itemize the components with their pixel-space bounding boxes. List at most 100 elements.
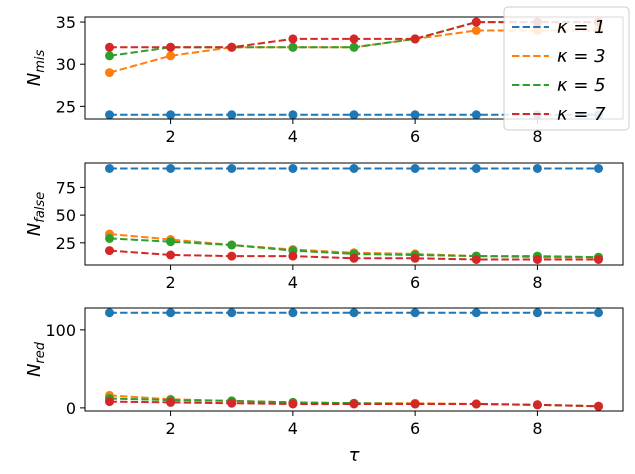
data-point bbox=[166, 42, 176, 52]
x-tick-label: 8 bbox=[532, 419, 542, 438]
data-point bbox=[532, 255, 542, 264]
data-point bbox=[288, 164, 298, 173]
data-point bbox=[166, 51, 176, 61]
data-point bbox=[349, 42, 359, 52]
subplot-2: 2 4 6 8 25 50 75 Nfalse bbox=[24, 162, 624, 292]
y-axis-label-subscript: false bbox=[33, 192, 48, 223]
data-point bbox=[349, 253, 359, 263]
subplot-1: 2 4 6 8 25 30 35 Nmis κ = 1 κ = 3 κ = 5 κ = 7 bbox=[24, 6, 630, 146]
data-point bbox=[288, 308, 298, 318]
data-point bbox=[410, 308, 420, 318]
data-point bbox=[288, 251, 298, 261]
data-point bbox=[594, 401, 603, 411]
data-point bbox=[349, 308, 359, 318]
legend-box bbox=[503, 6, 630, 131]
data-point bbox=[166, 110, 176, 120]
data-point bbox=[532, 164, 542, 173]
data-point bbox=[471, 110, 481, 120]
data-point bbox=[227, 110, 237, 120]
y-axis-label-base: N bbox=[24, 73, 45, 86]
data-point bbox=[471, 255, 481, 264]
data-point bbox=[227, 240, 237, 250]
y-tick-label: 100 bbox=[45, 321, 76, 340]
data-point bbox=[471, 26, 481, 35]
data-point bbox=[227, 164, 237, 173]
x-tick-label: 4 bbox=[288, 419, 298, 438]
data-point bbox=[227, 308, 237, 318]
data-point bbox=[166, 308, 176, 318]
data-point bbox=[105, 397, 114, 407]
x-axis-label: τ bbox=[349, 445, 360, 466]
x-tick-label: 4 bbox=[288, 273, 298, 292]
legend-label-4: κ = 7 bbox=[557, 104, 606, 125]
data-point bbox=[166, 250, 176, 260]
legend-label-2: κ = 3 bbox=[557, 46, 606, 67]
y-axis-label: Nred bbox=[24, 341, 48, 377]
data-point bbox=[288, 42, 298, 52]
data-point bbox=[471, 308, 481, 318]
y-tick-label: 35 bbox=[56, 13, 76, 32]
data-point bbox=[105, 233, 114, 243]
data-point bbox=[410, 164, 420, 173]
data-point bbox=[410, 399, 420, 409]
axes-frame bbox=[84, 307, 624, 412]
y-axis-label-subscript: red bbox=[33, 341, 48, 363]
y-tick-label: 0 bbox=[66, 399, 76, 418]
data-point bbox=[471, 17, 481, 27]
data-point bbox=[594, 255, 603, 264]
data-point bbox=[410, 253, 420, 263]
data-point bbox=[349, 110, 359, 120]
data-point bbox=[349, 399, 359, 409]
data-point bbox=[105, 51, 114, 61]
axes-frame bbox=[84, 162, 624, 266]
x-tick-label: 8 bbox=[532, 127, 542, 146]
data-point bbox=[105, 68, 114, 78]
data-point bbox=[105, 164, 114, 173]
data-point bbox=[410, 110, 420, 120]
x-tick-label: 8 bbox=[532, 273, 542, 292]
y-tick-label: 50 bbox=[56, 206, 76, 225]
data-point bbox=[166, 237, 176, 247]
y-tick-label: 30 bbox=[56, 55, 76, 74]
data-point bbox=[532, 400, 542, 410]
y-axis-label-base: N bbox=[24, 223, 45, 236]
data-point bbox=[166, 164, 176, 173]
data-point bbox=[471, 399, 481, 409]
y-axis-label: Nmis bbox=[24, 50, 48, 87]
data-point bbox=[471, 164, 481, 173]
y-axis-label-subscript: mis bbox=[33, 50, 48, 73]
data-point bbox=[105, 110, 114, 120]
x-tick-label: 2 bbox=[165, 127, 175, 146]
y-tick-label: 25 bbox=[56, 97, 76, 116]
data-point bbox=[227, 398, 237, 408]
data-point bbox=[227, 42, 237, 52]
data-point bbox=[105, 246, 114, 256]
data-point bbox=[349, 164, 359, 173]
legend-label-3: κ = 5 bbox=[557, 75, 606, 96]
x-tick-label: 2 bbox=[165, 273, 175, 292]
x-tick-label: 6 bbox=[410, 127, 420, 146]
legend-label-1: κ = 1 bbox=[557, 17, 606, 38]
x-tick-label: 4 bbox=[288, 127, 298, 146]
legend: κ = 1 κ = 3 κ = 5 κ = 7 bbox=[503, 6, 630, 131]
y-axis-label-base: N bbox=[24, 364, 45, 377]
data-point bbox=[288, 399, 298, 409]
data-point bbox=[227, 251, 237, 261]
data-point bbox=[105, 308, 114, 318]
data-point bbox=[532, 308, 542, 318]
x-tick-label: 6 bbox=[410, 273, 420, 292]
data-point bbox=[166, 397, 176, 407]
y-axis-label: Nfalse bbox=[24, 192, 48, 236]
data-point bbox=[410, 34, 420, 44]
data-point bbox=[349, 34, 359, 44]
data-point bbox=[105, 42, 114, 52]
y-tick-label: 75 bbox=[56, 178, 76, 197]
x-tick-label: 6 bbox=[410, 419, 420, 438]
data-point bbox=[288, 110, 298, 120]
x-tick-label: 2 bbox=[165, 419, 175, 438]
data-point bbox=[288, 34, 298, 44]
data-point bbox=[594, 164, 603, 173]
y-tick-label: 25 bbox=[56, 234, 76, 253]
